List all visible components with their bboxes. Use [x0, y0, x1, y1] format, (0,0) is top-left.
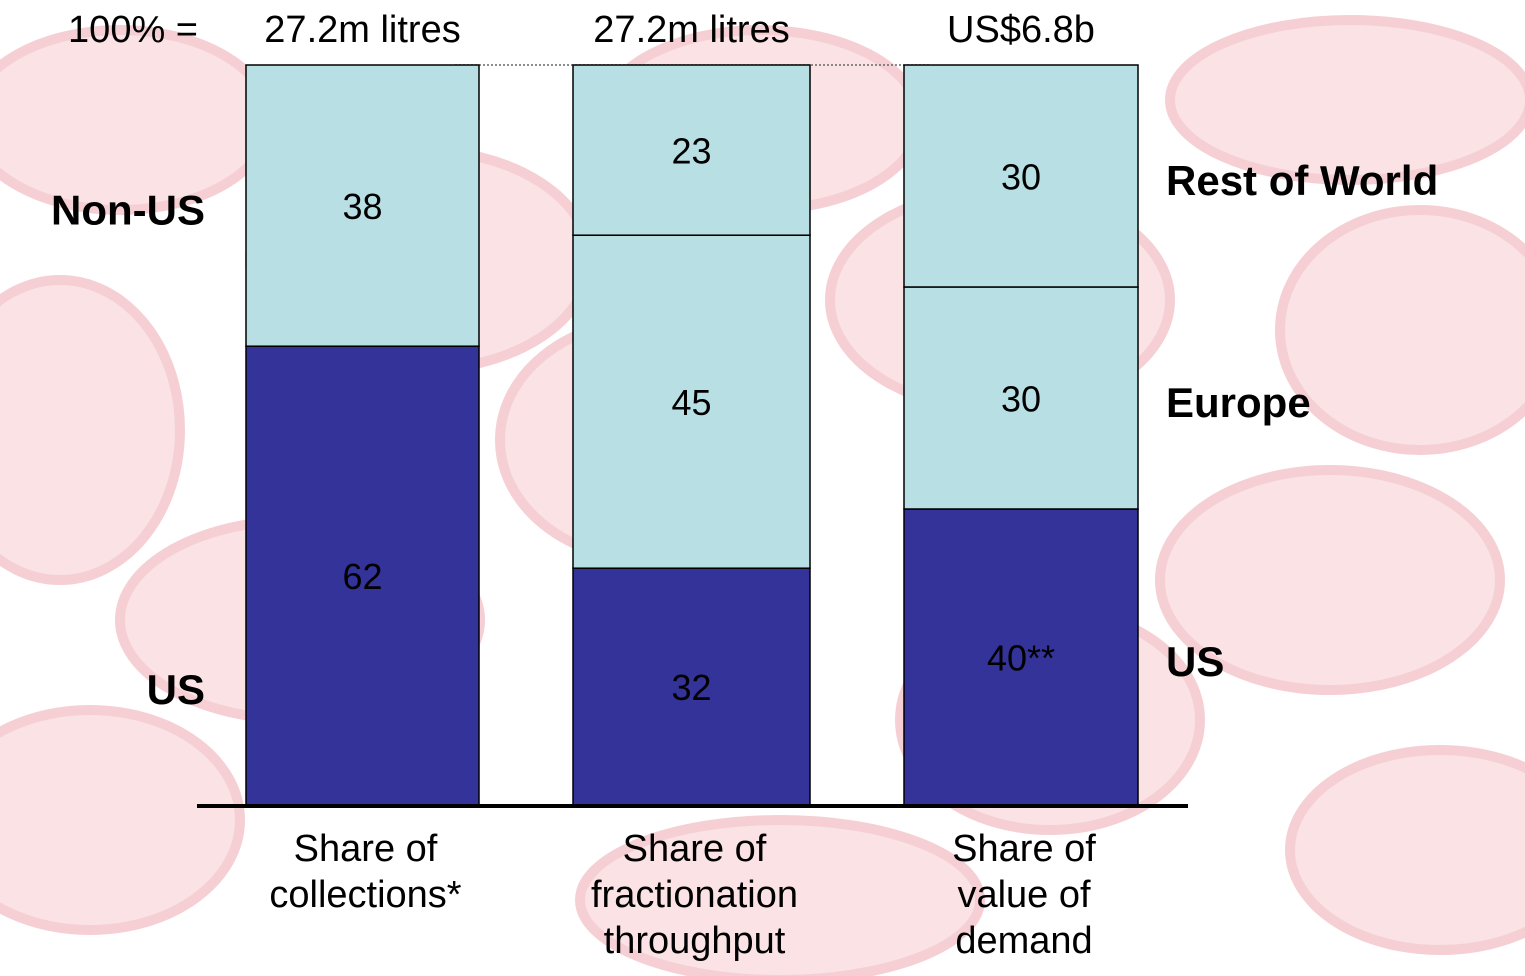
data-label: 30: [1001, 379, 1041, 420]
data-label: 62: [342, 556, 382, 597]
total-label: US$6.8b: [947, 9, 1095, 51]
data-label: 45: [671, 382, 711, 423]
total-prefix: 100% =: [68, 9, 198, 51]
legend-label: US: [1166, 638, 1224, 685]
legend-label: Europe: [1166, 379, 1311, 426]
data-label: 23: [671, 131, 711, 172]
data-label: 32: [671, 667, 711, 708]
total-label: 27.2m litres: [593, 9, 789, 51]
data-label: 40**: [987, 638, 1055, 679]
side-label: Non-US: [51, 187, 205, 234]
x-tick-label: Share of value of demand: [934, 826, 1114, 964]
legend-label: Rest of World: [1166, 157, 1438, 204]
total-label: 27.2m litres: [264, 9, 460, 51]
data-label: 30: [1001, 157, 1041, 198]
side-label: US: [147, 666, 205, 713]
x-tick-label: Share of fractionation throughput: [570, 826, 820, 964]
page: 100% = 62 38 27.2m litres 32 45 23 27.2m litre…: [0, 0, 1525, 976]
x-tick-label: Share of collections*: [246, 826, 486, 918]
data-label: 38: [342, 186, 382, 227]
